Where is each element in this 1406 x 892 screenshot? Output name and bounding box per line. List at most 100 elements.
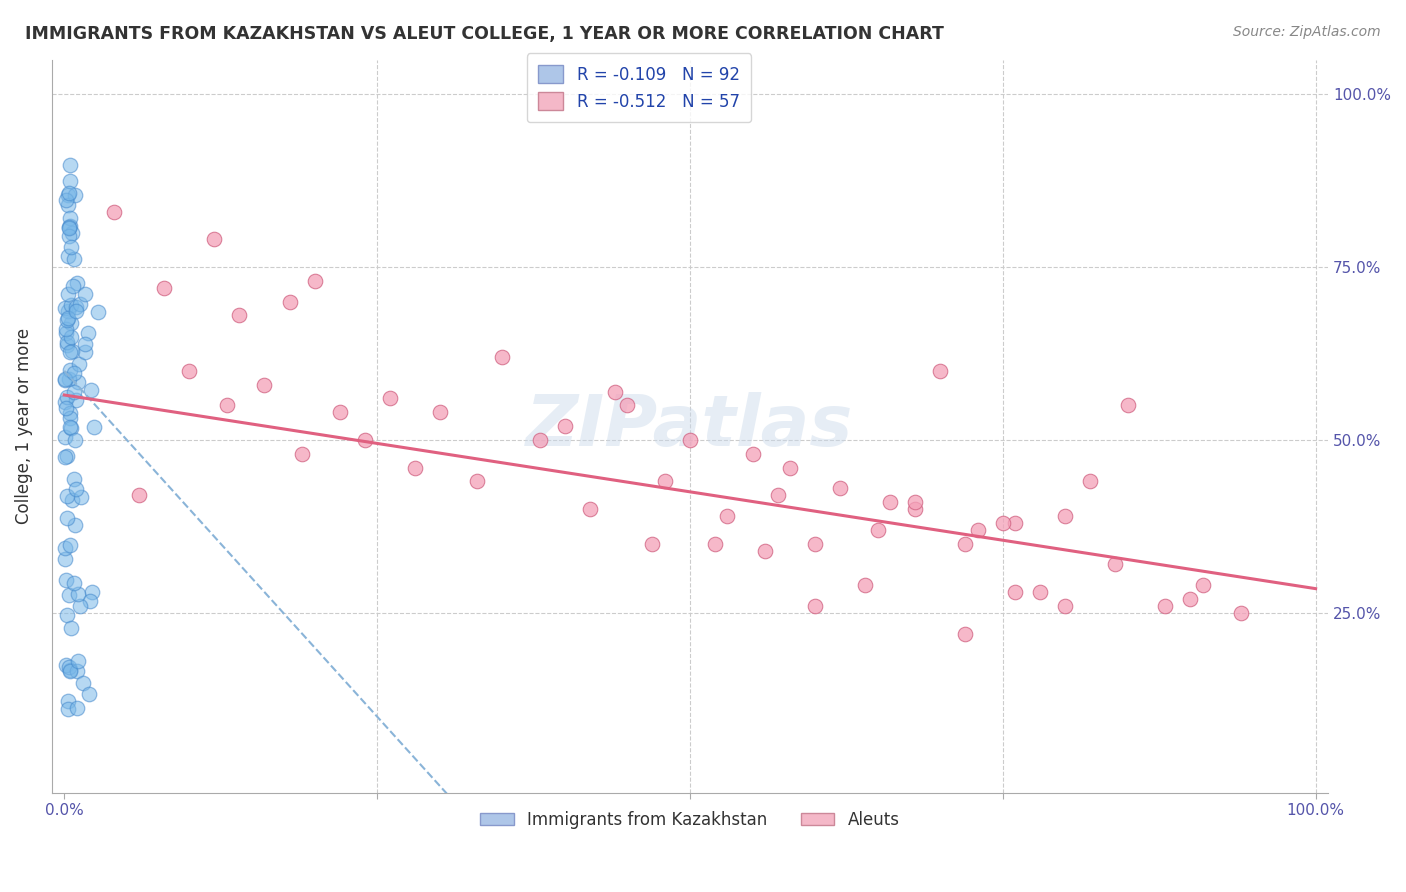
- Point: [55, 574, 77, 588]
- Point: [1080, 475, 1102, 489]
- Point: [75, 345, 97, 359]
- Point: [53, 430, 76, 444]
- Point: [58, 372, 80, 386]
- Point: [378, 392, 401, 406]
- Point: [65, 300, 87, 314]
- Point: [529, 433, 551, 447]
- Point: [69, 599, 91, 613]
- Point: [75, 337, 97, 351]
- Point: [59, 663, 82, 677]
- Point: [679, 433, 702, 447]
- Point: [66, 665, 89, 679]
- Point: [86, 305, 108, 319]
- Point: [59, 620, 82, 634]
- Point: [329, 405, 352, 419]
- Point: [56, 286, 79, 301]
- Point: [83, 420, 105, 434]
- Point: [1192, 578, 1215, 592]
- Point: [73, 287, 96, 301]
- Point: [58, 304, 80, 318]
- Point: [76, 326, 98, 341]
- Point: [830, 481, 852, 495]
- Point: [58, 220, 80, 235]
- Point: [59, 298, 82, 312]
- Point: [804, 599, 827, 613]
- Point: [853, 578, 876, 592]
- Point: [65, 393, 87, 408]
- Point: [56, 489, 79, 503]
- Point: [63, 472, 86, 486]
- Point: [69, 490, 91, 504]
- Point: [704, 537, 727, 551]
- Point: [465, 475, 488, 489]
- Point: [304, 274, 326, 288]
- Point: [53, 301, 76, 316]
- Text: Source: ZipAtlas.com: Source: ZipAtlas.com: [1233, 25, 1381, 39]
- Point: [716, 509, 738, 524]
- Point: [63, 366, 86, 380]
- Point: [278, 294, 301, 309]
- Point: [60, 493, 83, 508]
- Point: [1104, 558, 1126, 572]
- Point: [603, 384, 626, 399]
- Point: [491, 350, 513, 364]
- Point: [60, 226, 83, 240]
- Point: [58, 588, 80, 602]
- Point: [103, 204, 125, 219]
- Point: [59, 345, 82, 359]
- Point: [215, 398, 238, 412]
- Point: [1154, 599, 1177, 613]
- Point: [955, 626, 977, 640]
- Point: [929, 364, 952, 378]
- Point: [63, 518, 86, 533]
- Point: [741, 447, 763, 461]
- Point: [179, 364, 201, 378]
- Point: [80, 585, 103, 599]
- Point: [59, 420, 82, 434]
- Point: [56, 693, 79, 707]
- Point: [991, 516, 1014, 530]
- Text: ZIPatlas: ZIPatlas: [526, 392, 853, 460]
- Point: [55, 450, 77, 464]
- Point: [1054, 599, 1077, 613]
- Point: [59, 664, 82, 678]
- Point: [904, 495, 927, 509]
- Point: [55, 658, 77, 673]
- Point: [879, 495, 901, 509]
- Point: [579, 502, 602, 516]
- Point: [59, 538, 82, 552]
- Point: [56, 450, 79, 464]
- Point: [56, 249, 79, 263]
- Point: [1054, 509, 1077, 524]
- Point: [766, 488, 789, 502]
- Point: [55, 335, 77, 350]
- Point: [228, 309, 250, 323]
- Point: [53, 552, 76, 566]
- Point: [59, 219, 82, 234]
- Point: [353, 433, 375, 447]
- Point: [66, 375, 89, 389]
- Point: [754, 543, 776, 558]
- Point: [53, 373, 76, 387]
- Point: [1029, 585, 1052, 599]
- Point: [58, 197, 80, 211]
- Point: [56, 313, 79, 327]
- Point: [59, 406, 82, 420]
- Point: [641, 537, 664, 551]
- Point: [77, 688, 100, 702]
- Point: [866, 523, 889, 537]
- Point: [60, 330, 83, 344]
- Point: [554, 419, 576, 434]
- Point: [63, 384, 86, 399]
- Point: [253, 377, 276, 392]
- Point: [53, 541, 76, 556]
- Point: [58, 220, 80, 235]
- Point: [1116, 398, 1139, 412]
- Point: [69, 296, 91, 310]
- Point: [72, 675, 94, 690]
- Point: [56, 338, 79, 352]
- Point: [58, 228, 80, 243]
- Point: [654, 475, 676, 489]
- Point: [58, 187, 80, 202]
- Point: [904, 502, 927, 516]
